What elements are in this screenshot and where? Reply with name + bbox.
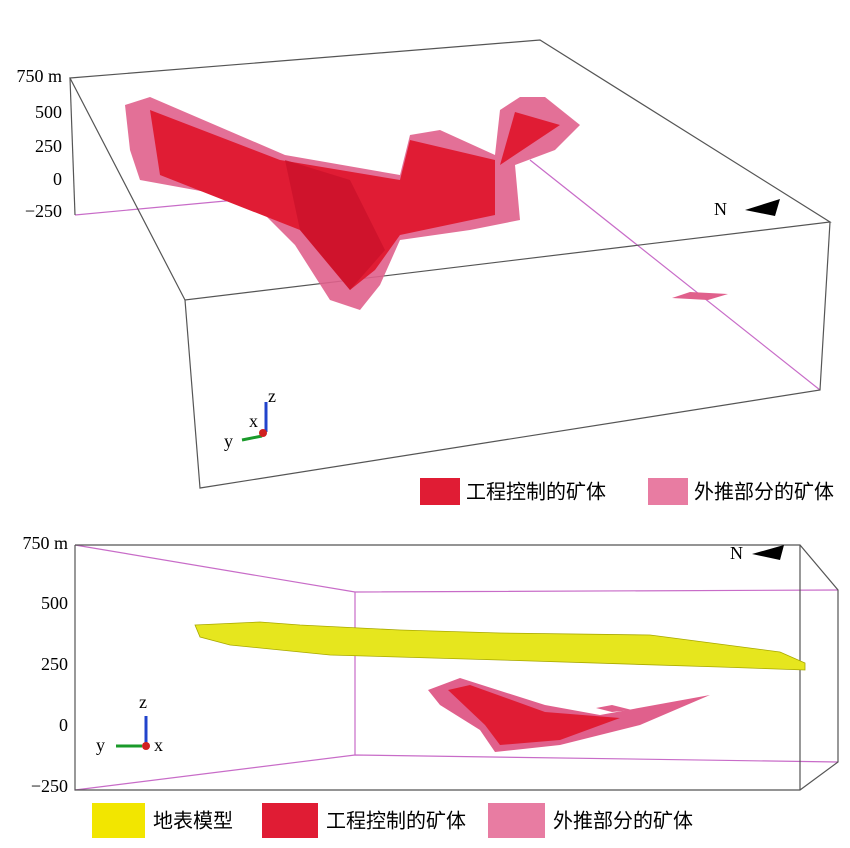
triad-label: z <box>268 386 276 406</box>
axis-label: 250 <box>41 654 68 674</box>
north-arrow <box>745 199 780 216</box>
legend-label: 外推部分的矿体 <box>694 480 834 504</box>
x-axis-dot <box>142 742 150 750</box>
bottom-panel: 750 m 500 250 0 −250 N x y z 地表模型 工程控制的矿… <box>22 533 839 838</box>
legend-swatch <box>648 478 688 505</box>
extrapolated-ore <box>672 292 728 300</box>
triad-label: y <box>96 735 105 755</box>
box-edge <box>69 77 76 216</box>
legend-label: 工程控制的矿体 <box>326 809 466 833</box>
legend-swatch <box>92 803 145 838</box>
triad-label: z <box>139 692 147 712</box>
x-axis-dot <box>259 429 267 437</box>
north-label: N <box>730 543 743 563</box>
box-front <box>184 221 831 489</box>
axis-label: 750 m <box>22 533 68 553</box>
ore-shade <box>285 160 385 290</box>
top-panel: 750 m 500 250 0 −250 N x y z 工程控制的矿体 外推部… <box>16 39 834 505</box>
legend-swatch <box>488 803 545 838</box>
y-axis-arrow <box>241 434 263 442</box>
hidden-edge <box>529 159 821 391</box>
axis-label: 500 <box>41 593 68 613</box>
legend-swatch <box>420 478 460 505</box>
legend-swatch <box>262 803 318 838</box>
hidden-edge <box>74 754 839 791</box>
north-label: N <box>714 199 727 219</box>
legend-label: 工程控制的矿体 <box>466 480 606 504</box>
surface-model <box>194 621 806 671</box>
legend-label: 外推部分的矿体 <box>553 809 693 833</box>
extrapolated-ore <box>596 705 632 712</box>
triad-label: y <box>224 431 233 451</box>
axis-label: 250 <box>35 136 62 156</box>
axis-label: 0 <box>59 715 68 735</box>
axis-label: 750 m <box>16 66 62 86</box>
legend-label: 地表模型 <box>153 809 233 833</box>
axis-label: 500 <box>35 102 62 122</box>
hidden-edge <box>74 544 839 593</box>
controlled-ore <box>448 685 620 745</box>
north-arrow <box>752 545 784 560</box>
axis-label: −250 <box>31 776 68 796</box>
triad-label: x <box>154 735 163 755</box>
axis-label: 0 <box>53 169 62 189</box>
triad-label: x <box>249 411 258 431</box>
axis-label: −250 <box>25 201 62 221</box>
controlled-ore <box>500 112 560 165</box>
